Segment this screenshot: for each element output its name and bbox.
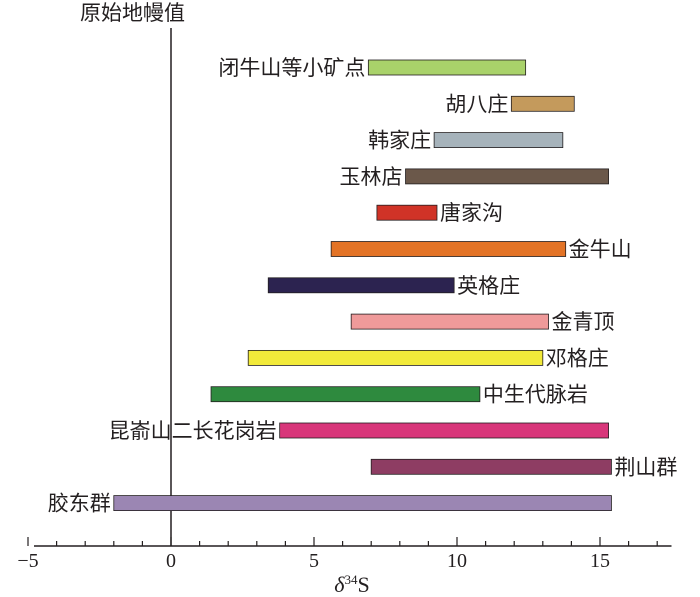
range-bar — [330, 241, 567, 257]
x-axis-label-delta: δ — [334, 572, 345, 597]
x-axis-label: δ34S — [334, 572, 369, 597]
range-bar — [370, 458, 612, 475]
x-tick-label: 5 — [309, 550, 319, 572]
bar-label: 玉林店 — [340, 165, 403, 189]
bar-label: 邓格庄 — [546, 346, 609, 370]
range-bar — [510, 95, 575, 112]
range-bar — [433, 132, 564, 149]
x-axis-label-superscript: 34 — [344, 572, 358, 587]
bar-label: 中生代脉岩 — [483, 383, 588, 407]
x-tick-label: −5 — [17, 550, 38, 572]
bar-label: 昆嵛山二长花岗岩 — [109, 419, 277, 443]
range-bar — [405, 168, 609, 185]
range-bar — [367, 59, 527, 76]
range-bar — [210, 386, 481, 403]
bar-label: 金牛山 — [569, 238, 632, 262]
reference-line-label: 原始地幔值 — [80, 1, 185, 25]
bars-group: 闭牛山等小矿点胡八庄韩家庄玉林店唐家沟金牛山英格庄金青顶邓格庄中生代脉岩昆嵛山二… — [48, 56, 678, 516]
range-bar — [113, 495, 612, 512]
range-bar — [267, 277, 455, 294]
bar-label: 闭牛山等小矿点 — [218, 56, 365, 80]
bar-label: 金青顶 — [552, 310, 615, 334]
bar-label: 唐家沟 — [440, 201, 503, 225]
bar-label: 胡八庄 — [445, 92, 508, 116]
bar-label: 胶东群 — [48, 492, 111, 516]
bar-label: 英格庄 — [457, 274, 520, 298]
range-bar — [350, 313, 549, 330]
range-bar — [376, 204, 438, 221]
x-axis: −5 0 5 10 15 — [17, 537, 672, 572]
x-tick-label: 15 — [590, 550, 610, 572]
range-bar — [279, 422, 609, 439]
bar-label: 韩家庄 — [368, 129, 431, 153]
x-tick-label: 0 — [166, 550, 176, 572]
x-tick-label: 10 — [447, 550, 467, 572]
range-bar — [247, 349, 544, 366]
bar-label: 荆山群 — [614, 455, 677, 479]
x-axis-label-element: S — [357, 572, 369, 597]
